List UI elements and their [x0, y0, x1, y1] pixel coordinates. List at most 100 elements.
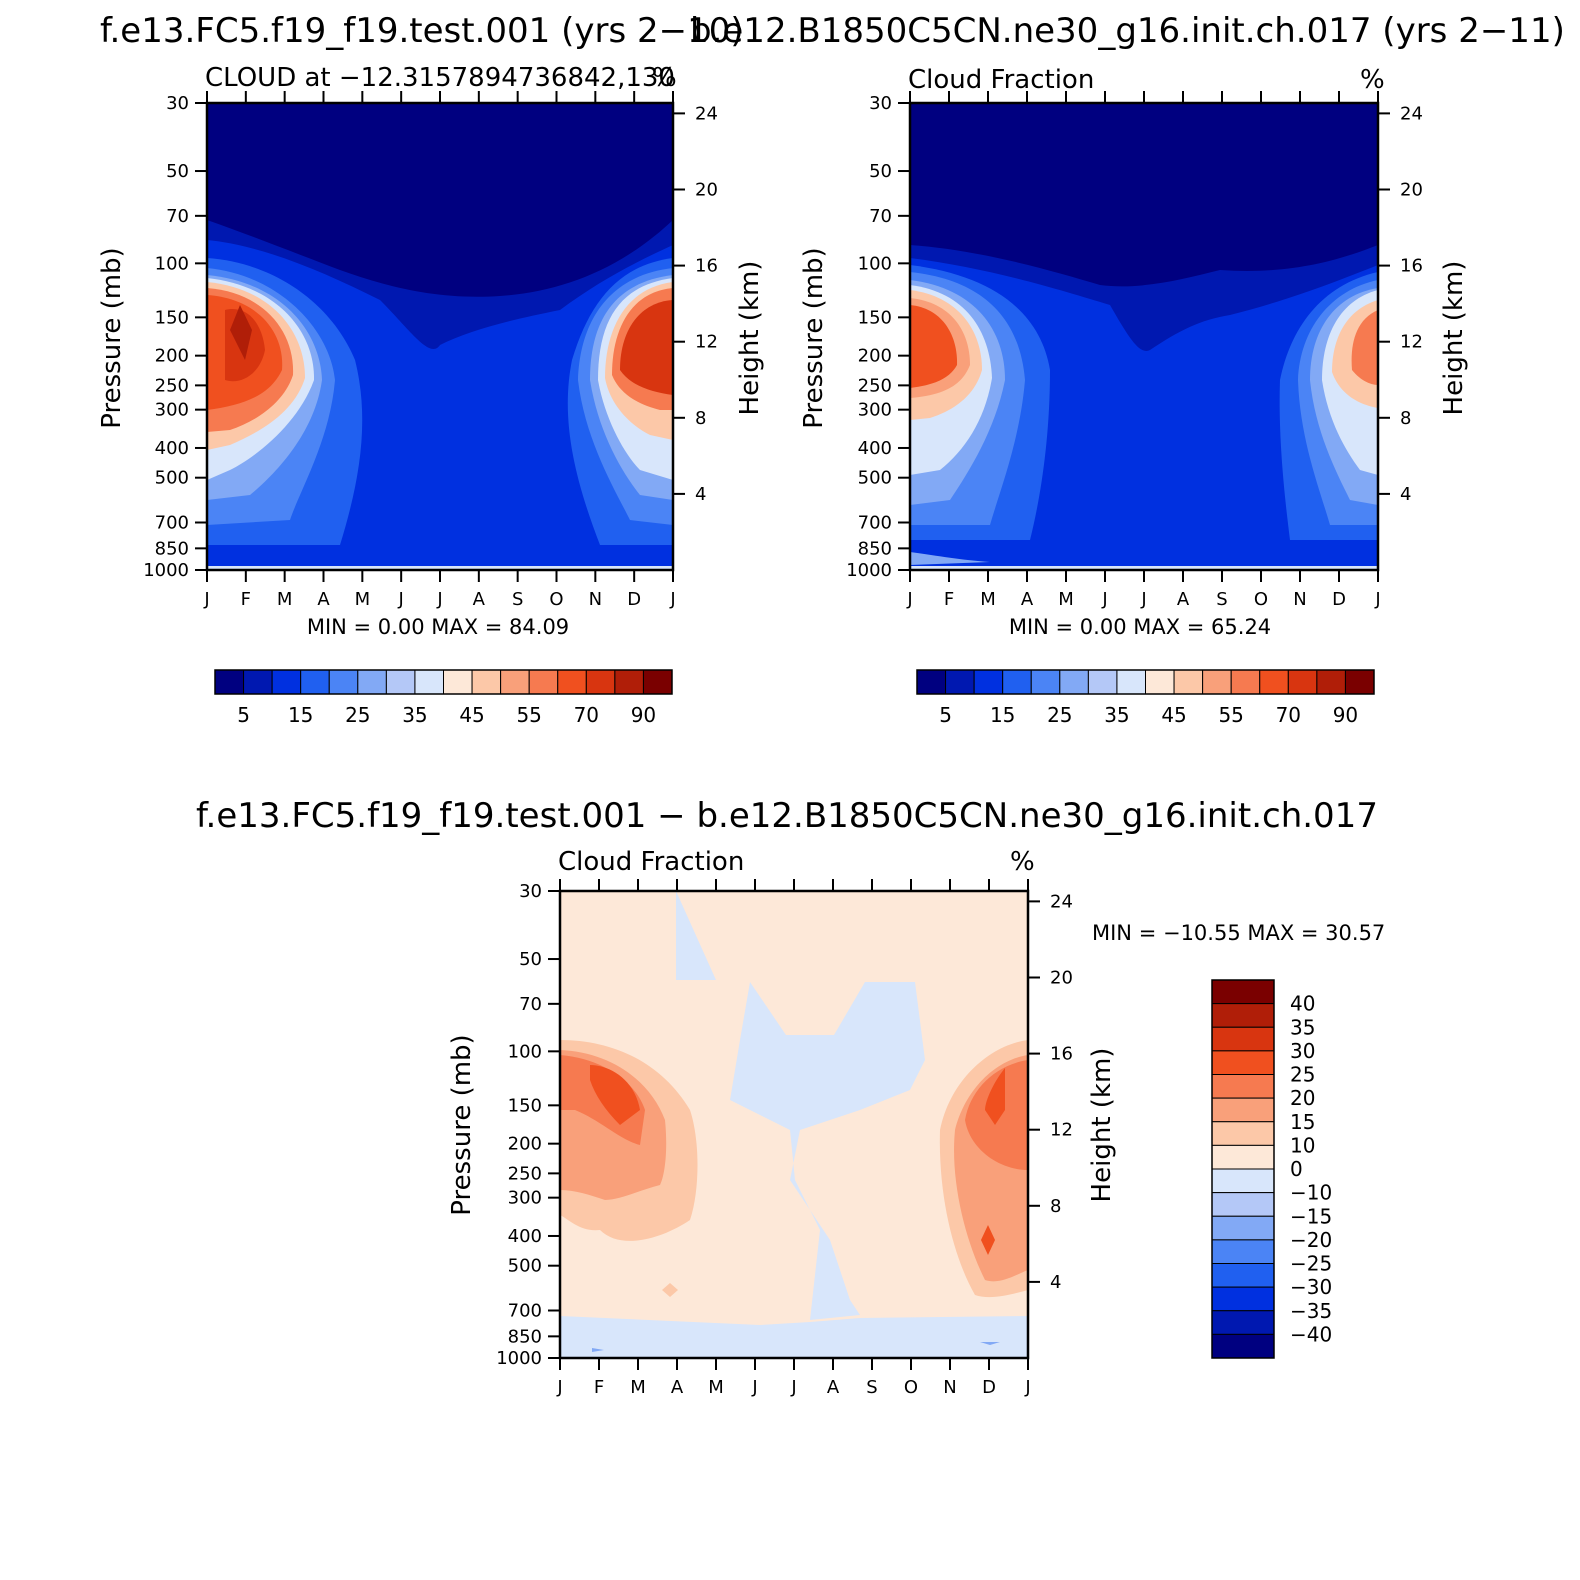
pressure-tick-label: 400	[155, 438, 189, 459]
colorbar-swatch	[414, 669, 444, 695]
pressure-tick-label: 250	[155, 375, 189, 396]
colorbar-label: 25	[345, 703, 370, 727]
x-tick-label: J	[1024, 1377, 1030, 1398]
colorbar-label: 35	[402, 703, 427, 727]
x-tick-label: M	[277, 589, 293, 610]
colorbar-label: 45	[1161, 703, 1186, 727]
colorbar-swatch	[1211, 1192, 1275, 1217]
panel-3-minmax: MIN = −10.55 MAX = 30.57	[1092, 921, 1385, 945]
colorbar-label: 45	[459, 703, 484, 727]
panel-2-y2label: Height (km)	[1439, 261, 1469, 416]
colorbar-swatch	[1211, 1097, 1275, 1123]
height-tick-label: 12	[1050, 1120, 1073, 1141]
colorbar-swatch	[1287, 669, 1318, 695]
x-tick-label: A	[317, 589, 330, 610]
colorbar-label: 15	[990, 703, 1015, 727]
pressure-tick-label: 1000	[143, 560, 189, 581]
colorbar-swatch	[1211, 1215, 1275, 1241]
x-tick-label: A	[1021, 589, 1034, 610]
colorbar-label: 0	[1290, 1157, 1303, 1181]
panel-3-title: f.e13.FC5.f19_f19.test.001 − b.e12.B1850…	[196, 796, 1378, 836]
colorbar-label: 5	[939, 703, 952, 727]
colorbar-swatch	[1259, 669, 1289, 695]
pressure-tick-label: 30	[869, 93, 892, 114]
pressure-tick-label: 700	[155, 512, 189, 533]
panel-1-title: f.e13.FC5.f19_f19.test.001 (yrs 2−10)	[100, 11, 744, 51]
x-tick-label: M	[355, 589, 371, 610]
pressure-tick-label: 150	[858, 307, 892, 328]
x-tick-label: O	[1254, 589, 1268, 610]
x-tick-label: F	[241, 589, 251, 610]
panel-1-units: %	[652, 63, 677, 93]
colorbar-swatch	[1211, 1050, 1275, 1075]
height-tick-label: 16	[1400, 256, 1423, 277]
colorbar-swatch	[328, 669, 359, 695]
colorbar-swatch	[300, 669, 330, 695]
colorbar-label: 15	[1290, 1110, 1315, 1134]
colorbar-label: 70	[574, 703, 599, 727]
x-tick-label: D	[627, 589, 641, 610]
colorbar-swatch	[642, 669, 673, 695]
height-tick-label: 20	[695, 179, 718, 200]
colorbar-swatch	[1211, 1263, 1275, 1288]
height-tick-label: 8	[1400, 408, 1411, 429]
colorbar-swatch	[214, 669, 245, 695]
panel-1: f.e13.FC5.f19_f19.test.001 (yrs 2−10) CL…	[97, 11, 765, 727]
pressure-tick-label: 200	[858, 346, 892, 367]
colorbar-label: 20	[1290, 1086, 1315, 1110]
panel-2-title: b.e12.B1850C5CN.ne30_g16.init.ch.017 (yr…	[690, 11, 1565, 51]
panel-1-plot-area	[207, 103, 673, 570]
colorbar-label: 35	[1104, 703, 1129, 727]
x-tick-label: J	[398, 589, 404, 610]
x-tick-label: N	[943, 1377, 956, 1398]
colorbar-label: −30	[1290, 1275, 1332, 1299]
panel-2-subtitle: Cloud Fraction	[908, 65, 1094, 95]
colorbar-swatch	[916, 669, 947, 695]
colorbar-swatch	[1211, 1144, 1275, 1170]
x-tick-label: J	[1101, 589, 1107, 610]
colorbar-label: 15	[288, 703, 313, 727]
colorbar-swatch	[1211, 1003, 1275, 1028]
colorbar-swatch	[471, 669, 502, 695]
x-tick-label: J	[669, 589, 675, 610]
colorbar-swatch	[1211, 1074, 1275, 1099]
colorbar-swatch	[1202, 669, 1232, 695]
pressure-tick-label: 300	[155, 400, 189, 421]
height-tick-label: 8	[1050, 1196, 1061, 1217]
pressure-tick-label: 300	[858, 400, 892, 421]
colorbar-frame	[916, 669, 1375, 695]
pressure-tick-label: 300	[508, 1188, 542, 1209]
pressure-tick-label: 400	[858, 438, 892, 459]
x-tick-label: J	[203, 589, 209, 610]
colorbar-swatch	[1116, 669, 1146, 695]
height-tick-label: 20	[1050, 967, 1073, 988]
height-tick-label: 24	[1050, 891, 1073, 912]
pressure-tick-label: 1000	[496, 1348, 542, 1369]
colorbar-label: −25	[1290, 1252, 1332, 1276]
panel-2-plot-area	[910, 103, 1378, 570]
colorbar-swatch	[973, 669, 1004, 695]
pressure-tick-label: 700	[508, 1300, 542, 1321]
colorbar-label: 70	[1276, 703, 1301, 727]
colorbar-swatch	[585, 669, 616, 695]
height-tick-label: 24	[695, 103, 718, 124]
colorbar-label: 25	[1290, 1063, 1315, 1087]
panel-3: f.e13.FC5.f19_f19.test.001 − b.e12.B1850…	[196, 796, 1385, 1398]
colorbar-swatch	[1211, 1310, 1275, 1335]
height-tick-label: 24	[1400, 103, 1423, 124]
colorbar-swatch	[1211, 1333, 1275, 1359]
pressure-tick-label: 100	[858, 253, 892, 274]
colorbar-frame	[1211, 979, 1275, 1359]
colorbar-swatch	[443, 669, 473, 695]
pressure-tick-label: 70	[166, 206, 189, 227]
panel-1-colorbar: 5 15 25 35 45 55 70 90	[214, 669, 673, 727]
pressure-tick-label: 850	[508, 1326, 542, 1347]
colorbar-swatch	[1211, 1168, 1275, 1194]
panel-1-subtitle: CLOUD at −12.3157894736842,130	[205, 63, 675, 93]
colorbar-label: 35	[1290, 1015, 1315, 1039]
